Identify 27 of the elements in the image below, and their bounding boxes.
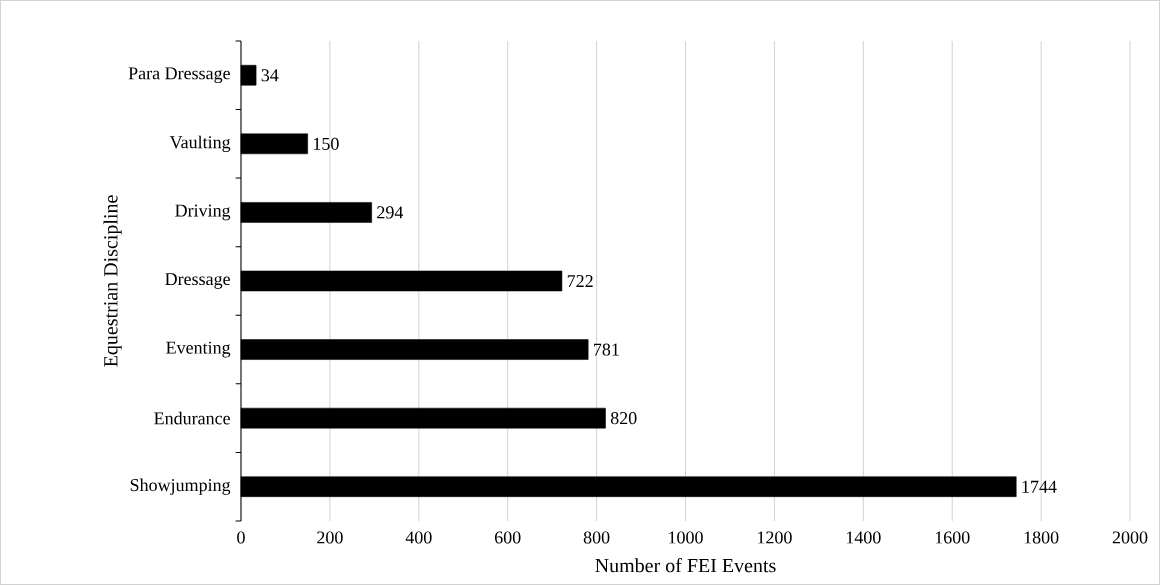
y-tick-label: Showjumping: [130, 478, 231, 495]
x-tick-label: 800: [583, 531, 610, 544]
x-tick-label: 1800: [1024, 531, 1059, 544]
x-tick-label: 1000: [669, 531, 703, 544]
x-tick-label: 200: [317, 531, 343, 544]
x-tick-label: 1400: [846, 531, 881, 544]
x-tick-label: 2000: [1112, 531, 1148, 544]
data-label: 722: [567, 275, 593, 287]
data-label: 781: [594, 343, 619, 356]
y-tick-label: Endurance: [154, 411, 230, 425]
data-label: 34: [261, 69, 279, 82]
x-axis-title: Number of FEI Events: [595, 558, 776, 573]
x-tick-label: 1200: [758, 531, 792, 544]
y-axis-title: Equestrian Discipline: [103, 195, 122, 367]
y-tick-label: Para Dressage: [128, 67, 230, 84]
y-tick-label: Vaulting: [169, 135, 231, 153]
x-tick-label: 0: [237, 531, 245, 544]
y-tick-label: Eventing: [166, 341, 231, 358]
y-tick-label: Driving: [175, 204, 231, 221]
data-label: 150: [313, 137, 339, 150]
data-label: 820: [610, 412, 637, 425]
x-tick-label: 400: [405, 531, 432, 544]
data-label: 1744: [1022, 480, 1057, 493]
data-label: 294: [377, 206, 404, 219]
y-tick-label: Dressage: [165, 273, 230, 289]
x-tick-label: 1600: [935, 531, 970, 544]
x-tick-label: 600: [494, 531, 521, 544]
